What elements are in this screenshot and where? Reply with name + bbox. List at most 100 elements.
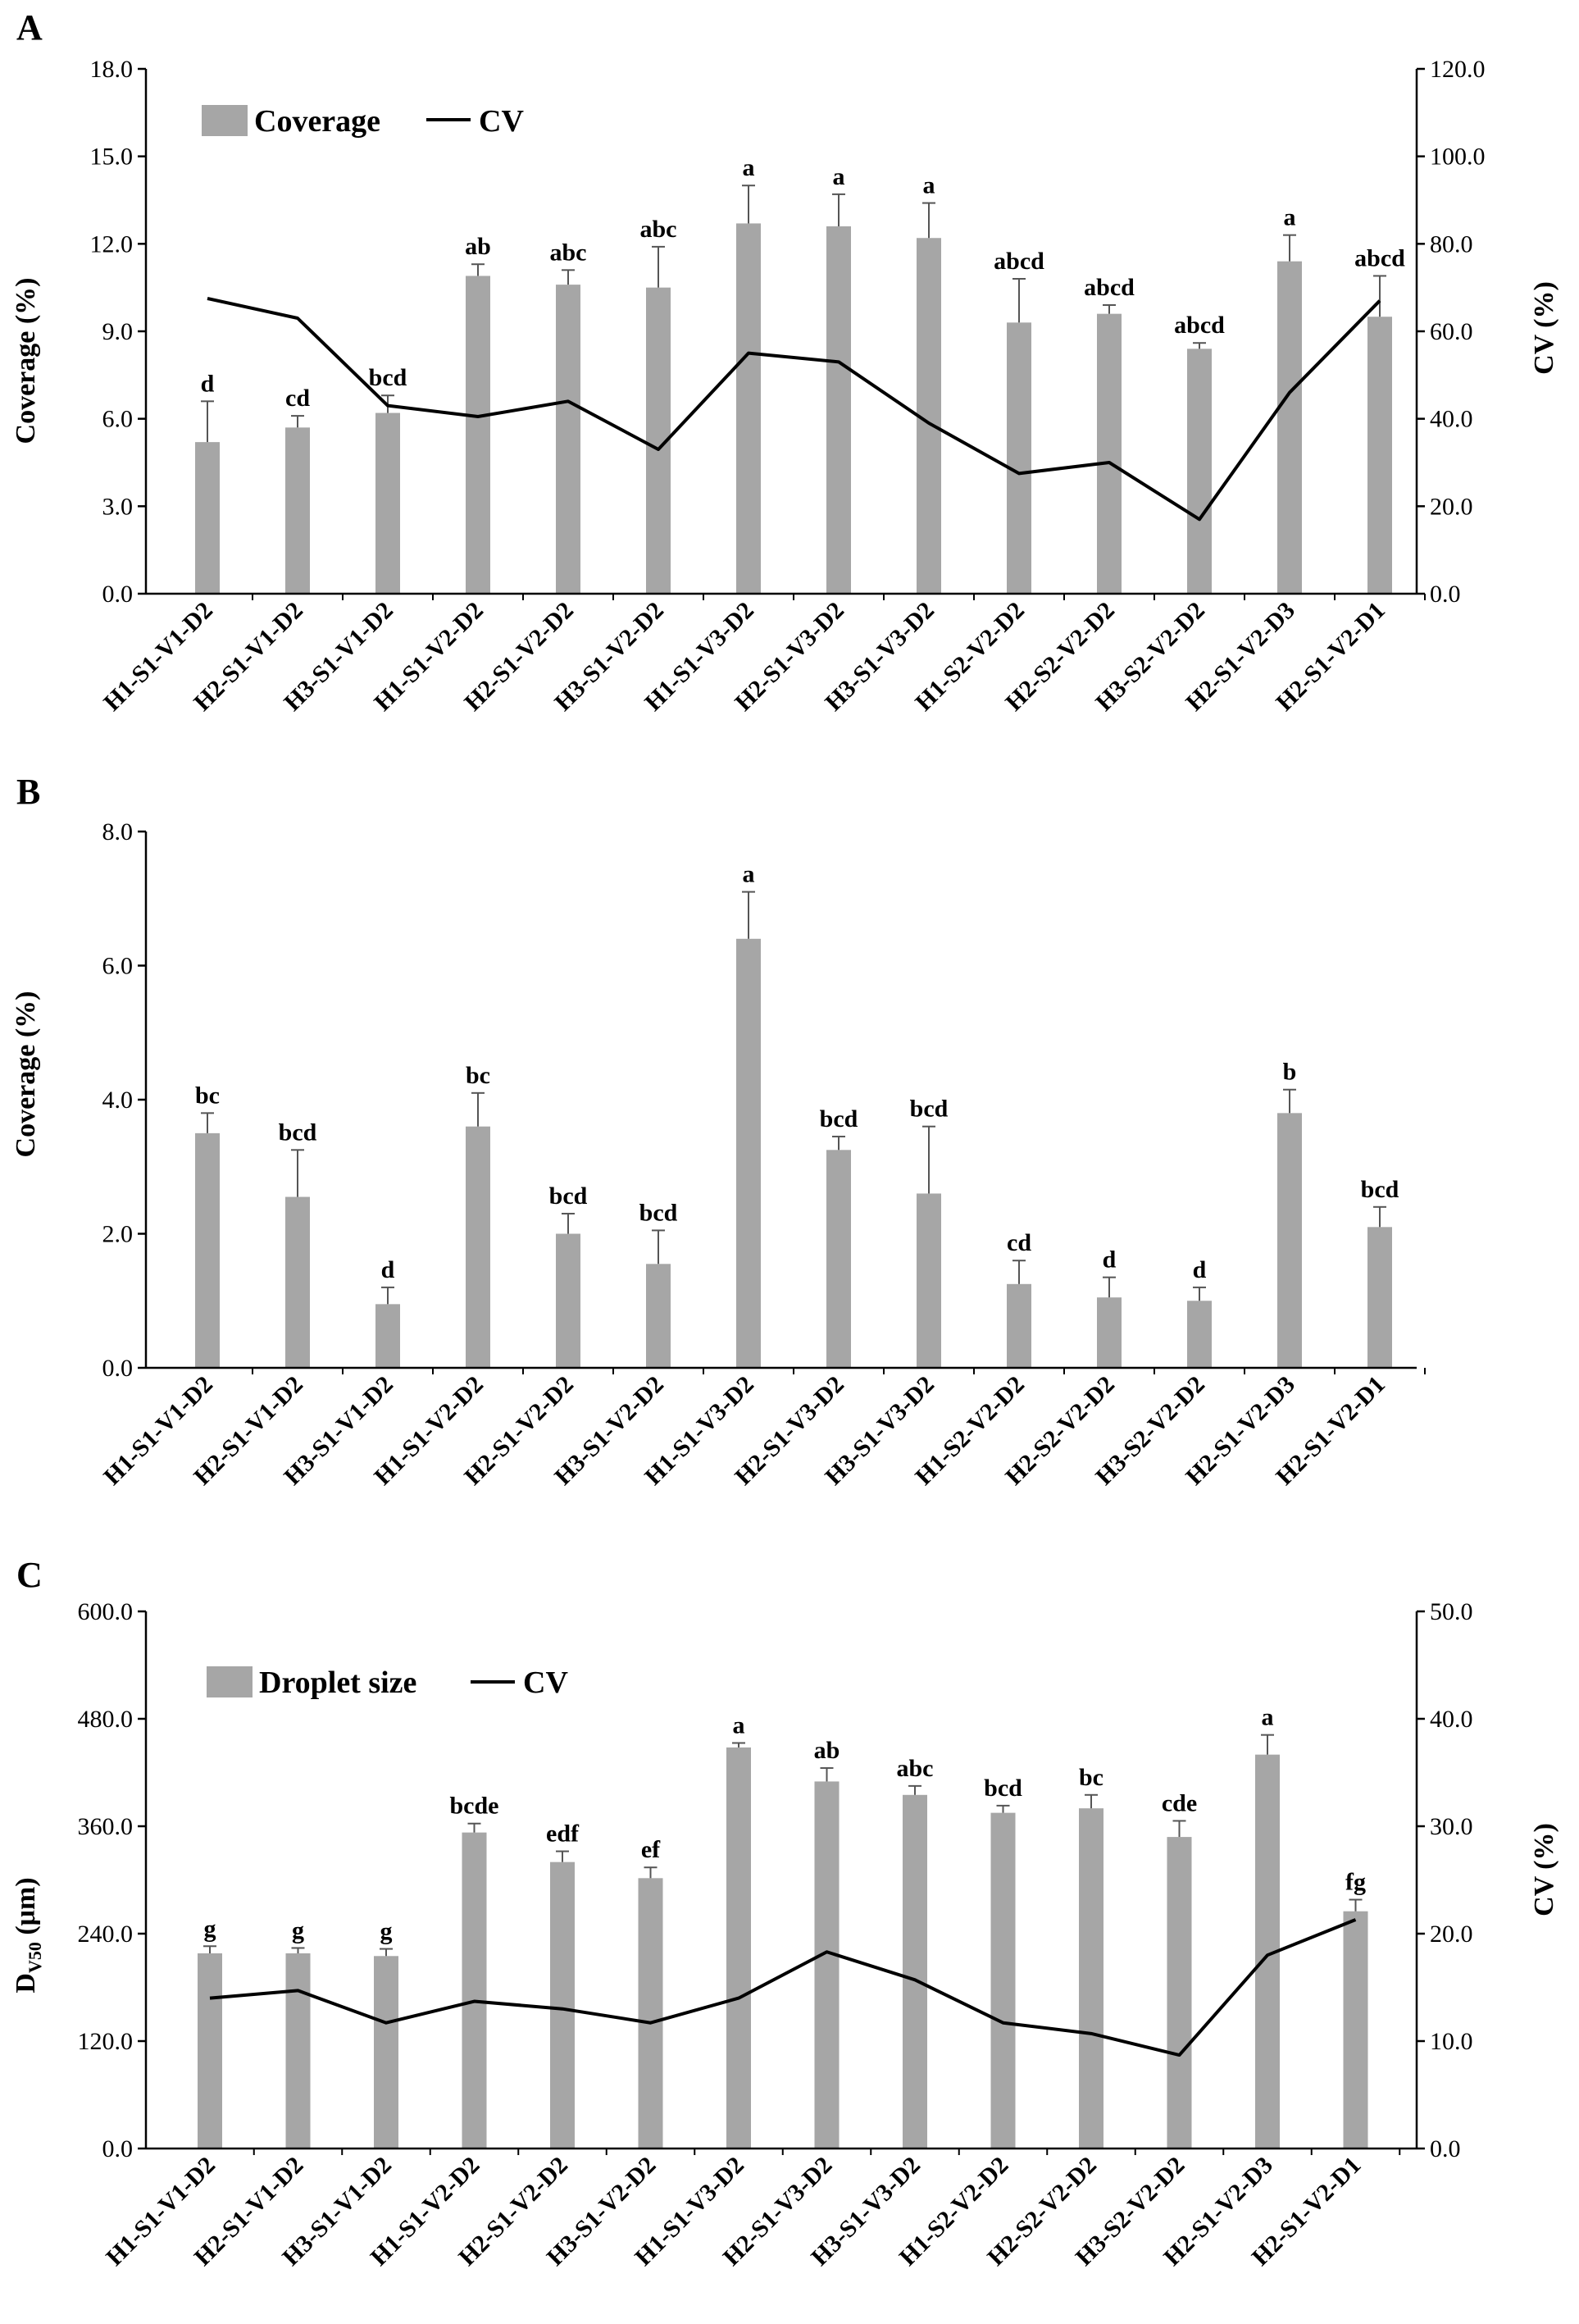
- significance-label: ab: [465, 233, 491, 260]
- y-tick-label: 8.0: [102, 818, 134, 845]
- panel-a-y2-axis-title: CV (%): [1529, 281, 1559, 375]
- bar: [375, 412, 400, 594]
- panel-a-bars: [195, 223, 1392, 594]
- bar: [1187, 1301, 1212, 1368]
- panel-a-sig-labels: d cd bcd ab abc abc a a a abcd abcd abcd a abcd: [201, 154, 1406, 412]
- panel-c-sig-labels: g g g bcde edf ef a ab abc bcd bc cde a fg: [204, 1704, 1367, 1945]
- bar: [1187, 349, 1212, 594]
- panel-b-errorbars: [201, 891, 1386, 1305]
- legend-droplet-size-label: Droplet size: [259, 1666, 416, 1700]
- panel-b-letter: B: [16, 772, 40, 812]
- significance-label: a: [733, 1711, 745, 1738]
- y2-tick-label: 20.0: [1430, 1921, 1473, 1948]
- bar: [1097, 1297, 1122, 1368]
- significance-label: d: [1103, 1246, 1117, 1274]
- significance-label: a: [1262, 1704, 1274, 1731]
- significance-label: abcd: [1354, 244, 1405, 271]
- panel-b-y-axis-title: Coverage (%): [11, 991, 41, 1158]
- y2-tick-label: 20.0: [1430, 493, 1473, 520]
- y-tick-label: 480.0: [78, 1706, 134, 1733]
- significance-label: bc: [195, 1082, 220, 1109]
- bar: [1277, 261, 1302, 594]
- legend-coverage-label: Coverage: [254, 104, 380, 139]
- y2-tick-label: 40.0: [1430, 1706, 1473, 1733]
- bar: [917, 1193, 941, 1368]
- y2-tick-label: 0.0: [1430, 581, 1461, 608]
- y2-tick-label: 40.0: [1430, 406, 1473, 433]
- significance-label: bc: [466, 1062, 490, 1089]
- legend-coverage-swatch: [202, 105, 248, 136]
- bar: [1367, 1227, 1392, 1368]
- bar: [814, 1781, 840, 2149]
- y2-tick-label: 50.0: [1430, 1598, 1473, 1625]
- panel-c-y-axis-title-sub: V50: [25, 1942, 45, 1973]
- y-tick-label: 9.0: [102, 318, 134, 345]
- bar: [826, 1150, 851, 1368]
- y-tick-label: 120.0: [78, 2028, 134, 2055]
- significance-label: a: [923, 172, 935, 199]
- panel-a-cv-line: [207, 297, 1381, 522]
- panel-c-errorbars: [203, 1734, 1363, 1957]
- significance-label: g: [380, 1918, 393, 1945]
- cv-series-line: [209, 1918, 1357, 2057]
- bar: [1343, 1911, 1368, 2149]
- y-tick-label: 15.0: [90, 144, 134, 171]
- bar: [736, 223, 761, 594]
- significance-label: abcd: [994, 248, 1044, 275]
- bar: [646, 1264, 671, 1368]
- bar: [466, 276, 490, 594]
- y2-tick-label: 30.0: [1430, 1813, 1473, 1840]
- significance-label: bcd: [1361, 1176, 1399, 1203]
- bar: [1277, 1113, 1302, 1368]
- y-tick-label: 360.0: [78, 1813, 134, 1840]
- significance-label: bcde: [450, 1793, 499, 1820]
- bar: [285, 1953, 311, 2149]
- significance-label: bcd: [820, 1105, 858, 1132]
- legend-droplet-size-swatch: [207, 1666, 253, 1697]
- significance-label: g: [292, 1916, 304, 1944]
- bar: [285, 1196, 310, 1368]
- panel-c-bars: [198, 1747, 1368, 2149]
- significance-label: abc: [897, 1755, 934, 1782]
- significance-label: bcd: [279, 1119, 317, 1146]
- panel-b-bars: [195, 938, 1392, 1368]
- y-tick-label: 12.0: [90, 230, 134, 257]
- y-tick-label: 0.0: [102, 2135, 134, 2162]
- panel-c-letter: C: [16, 1555, 43, 1595]
- significance-label: bcd: [910, 1096, 949, 1123]
- bar: [1007, 1283, 1031, 1368]
- y2-tick-label: 100.0: [1430, 144, 1486, 171]
- significance-label: abc: [550, 239, 587, 266]
- bar: [1097, 313, 1122, 594]
- significance-label: bcd: [549, 1183, 588, 1210]
- significance-label: bcd: [639, 1199, 678, 1226]
- bar: [638, 1878, 663, 2149]
- significance-label: bcd: [984, 1775, 1022, 1802]
- bar: [1079, 1808, 1103, 2149]
- y-tick-label: 600.0: [78, 1598, 134, 1625]
- bar: [198, 1953, 222, 2149]
- significance-label: bcd: [369, 364, 407, 391]
- significance-label: edf: [546, 1820, 580, 1848]
- panel-c-y-axis-title: DV50 (μm): [11, 1877, 45, 1993]
- bar: [375, 1304, 400, 1368]
- y-tick-label: 18.0: [90, 56, 134, 83]
- significance-label: cd: [285, 385, 310, 412]
- significance-label: d: [201, 370, 215, 397]
- significance-label: d: [381, 1256, 395, 1283]
- y-tick-label: 6.0: [102, 406, 134, 433]
- legend-cv-label: CV: [479, 104, 524, 139]
- panel-c-y-axis-title-main: D: [11, 1973, 41, 1994]
- y2-tick-label: 80.0: [1430, 230, 1473, 257]
- bar: [285, 427, 310, 594]
- y-tick-label: 3.0: [102, 493, 134, 520]
- bar: [195, 1132, 220, 1368]
- panel-a-letter: A: [16, 7, 43, 48]
- bar: [374, 1956, 398, 2149]
- y2-tick-label: 120.0: [1430, 56, 1486, 83]
- y-tick-label: 0.0: [102, 581, 134, 608]
- bar: [466, 1126, 490, 1368]
- bar: [1167, 1837, 1192, 2149]
- significance-label: abcd: [1174, 312, 1225, 339]
